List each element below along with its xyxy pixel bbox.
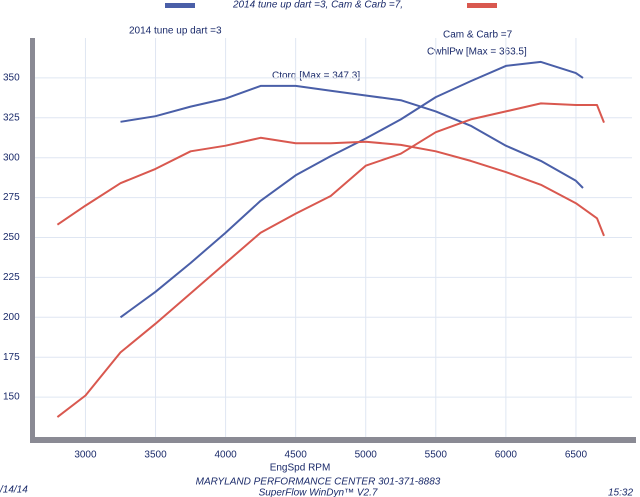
line-power	[56, 102, 605, 418]
y-axis	[30, 38, 35, 443]
y-tick-label: 325	[3, 112, 20, 123]
y-tick-label: 200	[3, 312, 20, 323]
y-tick-label: 175	[3, 352, 20, 363]
y-tick-label: 250	[3, 232, 20, 243]
legend-label: Cam & Carb =7	[443, 30, 513, 41]
x-tick-label: 6500	[565, 450, 588, 461]
date: /14/14	[0, 485, 28, 496]
y-tick-label: 300	[3, 152, 20, 163]
y-tick-label: 275	[3, 192, 20, 203]
footer: SuperFlow WinDyn™ V2.7	[259, 488, 378, 497]
x-axis-label: EngSpd RPM	[270, 463, 331, 474]
annotation: Ctorq [Max = 347.3]	[272, 71, 360, 82]
x-tick-label: 6000	[495, 450, 518, 461]
x-tick-label: 3500	[144, 450, 167, 461]
y-tick-label: 225	[3, 272, 20, 283]
footer: MARYLAND PERFORMANCE CENTER 301-371-8883	[196, 477, 441, 488]
x-tick-label: 5000	[355, 450, 378, 461]
line-torque	[120, 84, 584, 189]
annotation: CwhlPw [Max = 363.5]	[427, 47, 527, 58]
chart-title: 2014 tune up dart =3, Cam & Carb =7,	[232, 0, 403, 11]
y-tick-label: 350	[3, 73, 20, 84]
legend-swatch	[165, 3, 195, 8]
legend-label: 2014 tune up dart =3	[129, 26, 222, 37]
x-tick-label: 5500	[425, 450, 448, 461]
x-tick-label: 4500	[285, 450, 308, 461]
x-axis	[30, 437, 636, 443]
line-torque	[56, 136, 605, 237]
legend-swatch	[467, 3, 497, 8]
x-tick-label: 4000	[214, 450, 237, 461]
x-tick-label: 3000	[74, 450, 97, 461]
line-power	[119, 60, 584, 319]
y-tick-label: 150	[3, 392, 20, 403]
time: 15:32	[608, 488, 633, 497]
